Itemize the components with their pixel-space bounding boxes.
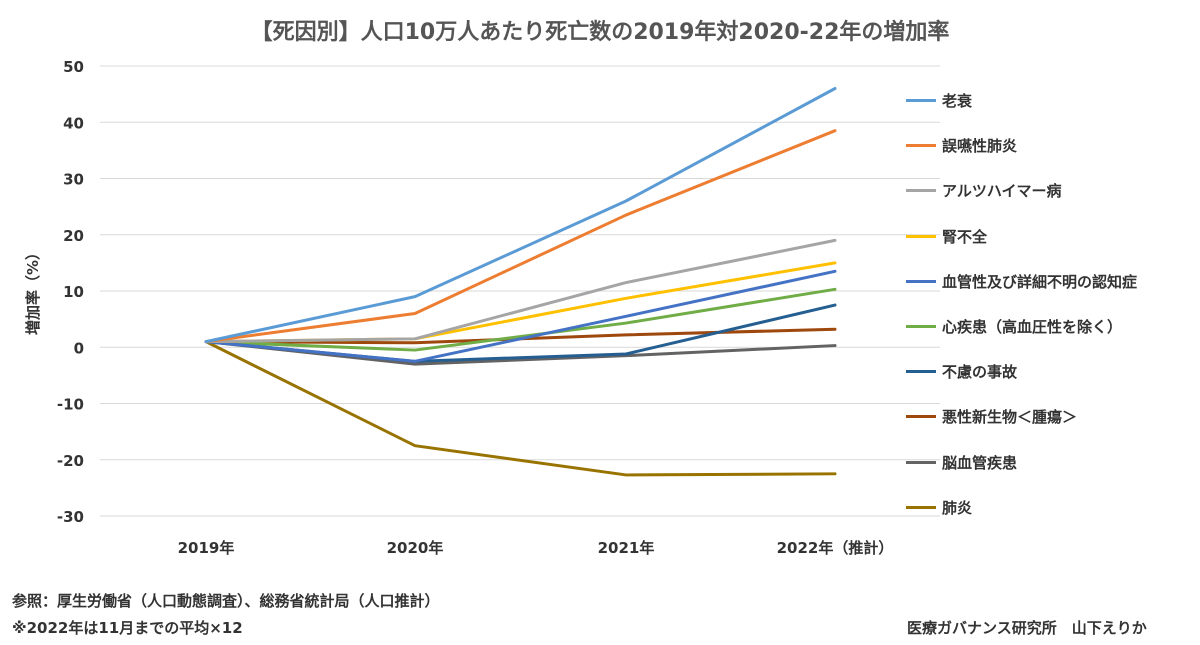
series-line: [204, 238, 837, 344]
x-axis-ticks: 2019年 2020年 2021年 2022年（推計）: [178, 539, 894, 557]
legend-label: 脳血管疾患: [942, 453, 1018, 472]
y-axis-ticks: 50 40 30 20 10 0 -10 -20 -30: [57, 58, 84, 526]
legend-label: 悪性新生物＜腫瘍＞: [942, 408, 1078, 427]
series-lines: [204, 87, 837, 477]
legend-swatch: [906, 505, 936, 509]
legend-label: 老衰: [942, 92, 973, 111]
y-tick-label: 0: [74, 339, 84, 357]
legend-swatch: [906, 279, 936, 283]
legend-item: 肺炎: [906, 485, 1137, 530]
legend-label: 血管性及び詳細不明の認知症: [942, 272, 1138, 291]
legend-swatch: [906, 99, 936, 103]
grid-lines: [100, 65, 940, 517]
x-tick-label: 2020年: [387, 539, 444, 557]
footer-source: 参照：厚生労働省（人口動態調査）、総務省統計局（人口推計）: [12, 592, 440, 610]
legend-swatch: [906, 189, 936, 193]
y-tick-label: 30: [63, 171, 84, 189]
legend-swatch: [906, 144, 936, 148]
legend-item: 心疾患（高血圧性を除く）: [906, 304, 1137, 349]
series-line: [204, 129, 837, 344]
x-tick-label: 2022年（推計）: [777, 539, 894, 557]
series-line: [204, 269, 837, 363]
legend-label: 誤嚥性肺炎: [942, 137, 1018, 156]
legend-swatch: [906, 234, 936, 238]
series-line: [204, 287, 837, 352]
legend-item: 悪性新生物＜腫瘍＞: [906, 394, 1137, 439]
legend-item: 腎不全: [906, 214, 1137, 259]
x-tick-label: 2019年: [178, 539, 235, 557]
y-tick-label: -20: [57, 452, 84, 470]
y-tick-label: 10: [63, 283, 84, 301]
legend-label: 不慮の事故: [942, 363, 1018, 382]
legend-label: 心疾患（高血圧性を除く）: [942, 318, 1123, 337]
legend-item: 不慮の事故: [906, 349, 1137, 394]
legend-swatch: [906, 460, 936, 464]
legend-label: 腎不全: [942, 227, 988, 246]
legend-swatch: [906, 415, 936, 419]
legend-item: 老衰: [906, 78, 1137, 123]
y-tick-label: -10: [57, 396, 84, 414]
footer-credit: 医療ガバナンス研究所 山下えりか: [907, 619, 1147, 637]
y-tick-label: 50: [63, 58, 84, 76]
legend-swatch: [906, 325, 936, 329]
chart-title: 【死因別】人口10万人あたり死亡数の2019年対2020-22年の増加率: [250, 20, 950, 45]
y-tick-label: 40: [63, 114, 84, 132]
legend-item: 脳血管疾患: [906, 440, 1137, 485]
legend-item: 血管性及び詳細不明の認知症: [906, 259, 1137, 304]
footer-note: ※2022年は11月までの平均×12: [12, 619, 243, 637]
y-tick-label: -30: [57, 508, 84, 526]
series-line: [204, 340, 837, 477]
legend-item: 誤嚥性肺炎: [906, 123, 1137, 168]
series-line: [204, 87, 837, 344]
legend-label: 肺炎: [942, 498, 973, 517]
y-axis-label: 増加率（%）: [24, 245, 42, 335]
y-tick-label: 20: [63, 227, 84, 245]
chart-legend: 老衰誤嚥性肺炎アルツハイマー病 腎不全血管性及び詳細不明の認知症 心疾患（高血圧性を…: [906, 78, 1137, 530]
legend-item: アルツハイマー病: [906, 168, 1137, 213]
x-tick-label: 2021年: [598, 539, 655, 557]
legend-label: アルツハイマー病: [942, 182, 1062, 201]
legend-swatch: [906, 370, 936, 374]
